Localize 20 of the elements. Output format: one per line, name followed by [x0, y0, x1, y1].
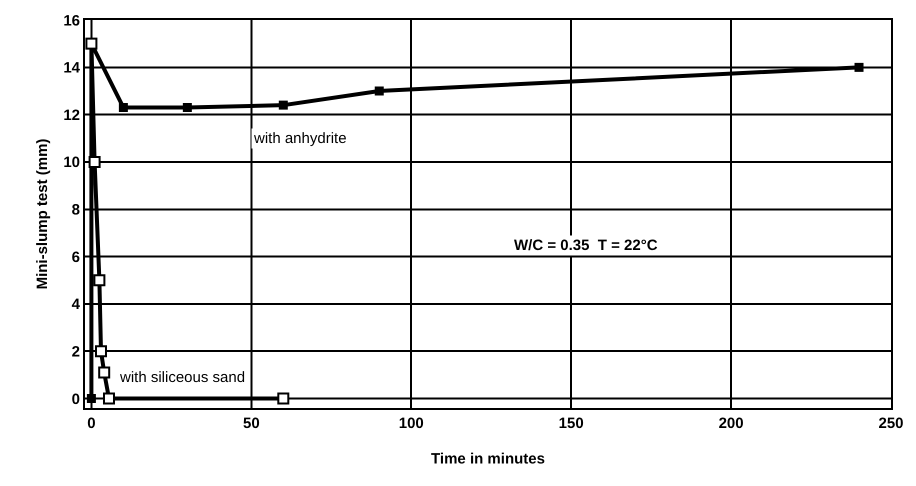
y-axis-title: Mini-slump test (mm): [34, 138, 52, 290]
x-tick-label: 0: [87, 415, 96, 432]
y-tick-label: 16: [63, 12, 80, 30]
x-tick-label: 250: [878, 415, 904, 432]
y-tick-label: 0: [72, 390, 80, 408]
y-tick-label: 12: [63, 106, 80, 124]
series-label: with anhydrite: [253, 130, 347, 147]
annotation: W/C = 0.35 T = 22°C: [514, 237, 658, 254]
y-tick-label: 10: [63, 154, 80, 172]
x-tick-label: 200: [718, 415, 744, 432]
y-tick-label: 6: [72, 248, 80, 266]
y-tick-label: 4: [72, 296, 81, 314]
series-label: with siliceous sand: [119, 369, 246, 386]
y-tick-label: 14: [63, 60, 81, 77]
x-tick-label: 150: [558, 415, 584, 432]
x-axis-title: Time in minutes: [431, 450, 545, 468]
x-tick-label: 100: [398, 415, 424, 432]
y-tick-label: 8: [72, 202, 80, 219]
y-tick-label: 2: [72, 343, 80, 360]
x-tick-label: 50: [242, 415, 260, 432]
